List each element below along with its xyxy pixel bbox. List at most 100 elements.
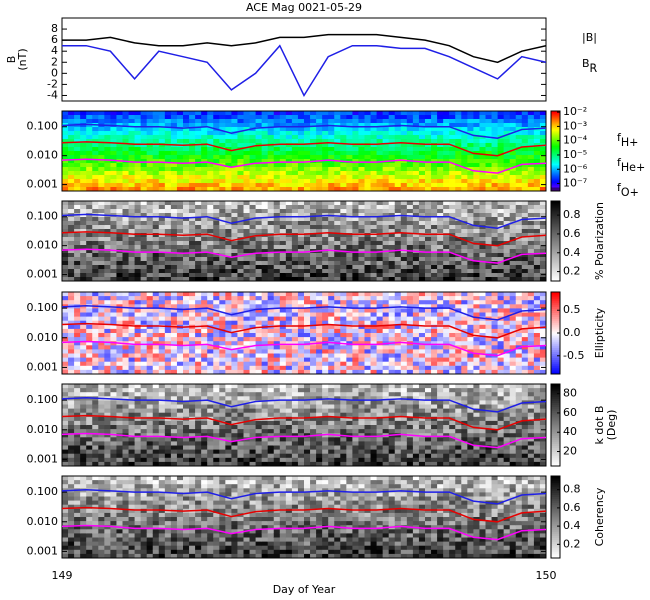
spectrogram-cell	[461, 357, 468, 363]
spectrogram-cell	[509, 328, 517, 334]
spectrogram-cell	[201, 345, 208, 350]
spectrogram-cell	[503, 179, 511, 184]
spectrogram-cell	[152, 201, 160, 206]
spectrogram-cell	[237, 300, 244, 305]
spectrogram-cell	[431, 127, 438, 132]
colorbar-cell	[551, 233, 560, 236]
spectrogram-cell	[503, 213, 511, 218]
spectrogram-cell	[74, 349, 81, 354]
spectrogram-cell	[521, 333, 529, 338]
spectrogram-cell	[158, 171, 166, 176]
spectrogram-cell	[503, 237, 511, 242]
spectrogram-cell	[521, 296, 529, 301]
spectrogram-cell	[249, 312, 257, 318]
spectrogram-cell	[406, 115, 414, 120]
spectrogram-cell	[237, 361, 244, 367]
spectrogram-cell	[80, 273, 87, 278]
spectrogram-cell	[400, 155, 408, 160]
spectrogram-cell	[195, 353, 202, 359]
spectrogram-cell	[437, 277, 444, 282]
spectrogram-cell	[485, 277, 493, 282]
spectrogram-cell	[219, 237, 226, 242]
spectrogram-cell	[400, 131, 408, 136]
spectrogram-cell	[310, 328, 317, 334]
spectrogram-cell	[491, 163, 499, 168]
spectrogram-cell	[267, 249, 275, 254]
spectrogram-cell	[207, 171, 214, 176]
spectrogram-cell	[255, 139, 263, 144]
spectrogram-cell	[473, 300, 480, 305]
spectrogram-cell	[358, 163, 365, 168]
spectrogram-cell	[237, 312, 244, 318]
spectrogram-cell	[316, 361, 323, 367]
spectrogram-cell	[322, 324, 329, 330]
spectrogram-cell	[285, 257, 293, 262]
spectrogram-cell	[346, 111, 353, 116]
spectrogram-cell	[110, 345, 117, 350]
spectrogram-cell	[170, 269, 178, 274]
spectrogram-cell	[267, 328, 275, 334]
spectrogram-cell	[485, 296, 493, 301]
spectrogram-cell	[86, 167, 93, 172]
spectrogram-cell	[164, 337, 172, 342]
spectrogram-cell	[62, 341, 69, 346]
spectrogram-cell	[134, 349, 142, 354]
spectrogram-cell	[261, 209, 269, 214]
spectrogram-cell	[334, 127, 341, 132]
spectrogram-cell	[152, 357, 160, 363]
spectrogram-cell	[237, 296, 244, 301]
spectrogram-cell	[249, 119, 257, 124]
spectrogram-cell	[225, 304, 232, 309]
spectrogram-cell	[189, 353, 196, 359]
spectrogram-cell	[479, 257, 486, 262]
series-line	[62, 44, 546, 98]
spectrogram-cell	[455, 205, 462, 210]
spectrogram-cell	[479, 345, 486, 350]
spectrogram-cell	[455, 316, 462, 322]
spectrogram-cell	[340, 163, 347, 168]
spectrogram-cell	[527, 159, 535, 164]
spectrogram-cell	[521, 187, 529, 192]
spectrogram-cell	[455, 111, 462, 116]
spectrogram-cell	[158, 201, 166, 206]
spectrogram-cell	[485, 143, 493, 148]
spectrogram-cell	[304, 308, 311, 313]
spectrogram-cell	[370, 111, 378, 116]
spectrogram-cell	[231, 143, 238, 148]
spectrogram-cell	[273, 249, 281, 254]
spectrogram-cell	[164, 304, 172, 309]
spectrogram-cell	[261, 333, 269, 338]
spectrogram-cell	[68, 312, 75, 318]
spectrogram-cell	[406, 167, 414, 172]
spectrogram-cell	[273, 179, 281, 184]
spectrogram-cell	[509, 361, 517, 367]
spectrogram-cell	[261, 245, 269, 250]
spectrogram-cell	[394, 292, 402, 297]
spectrogram-cell	[322, 241, 329, 246]
spectrogram-cell	[455, 123, 462, 128]
spectrogram-cell	[297, 233, 305, 238]
spectrogram-cell	[418, 171, 426, 176]
spectrogram-cell	[352, 139, 359, 144]
spectrogram-cell	[183, 337, 190, 342]
spectrogram-cell	[334, 171, 341, 176]
spectrogram-cell	[443, 300, 450, 305]
spectrogram-cell	[473, 273, 480, 278]
spectrogram-cell	[431, 155, 438, 160]
spectrogram-cell	[92, 253, 99, 258]
spectrogram-cell	[285, 233, 293, 238]
spectrogram-cell	[195, 273, 202, 278]
spectrogram-cell	[134, 115, 142, 120]
spectrogram-cell	[340, 135, 347, 140]
spectrogram-cell	[352, 333, 359, 338]
spectrogram-cell	[213, 123, 220, 128]
spectrogram-cell	[509, 316, 517, 322]
spectrogram-cell	[297, 292, 305, 297]
spectrogram-cell	[189, 135, 196, 140]
spectrogram-cell	[316, 221, 323, 226]
spectrogram-cell	[195, 296, 202, 301]
spectrogram-cell	[352, 155, 359, 160]
spectrogram-cell	[449, 175, 456, 180]
spectrogram-cell	[104, 131, 111, 136]
spectrogram-cell	[382, 316, 390, 322]
